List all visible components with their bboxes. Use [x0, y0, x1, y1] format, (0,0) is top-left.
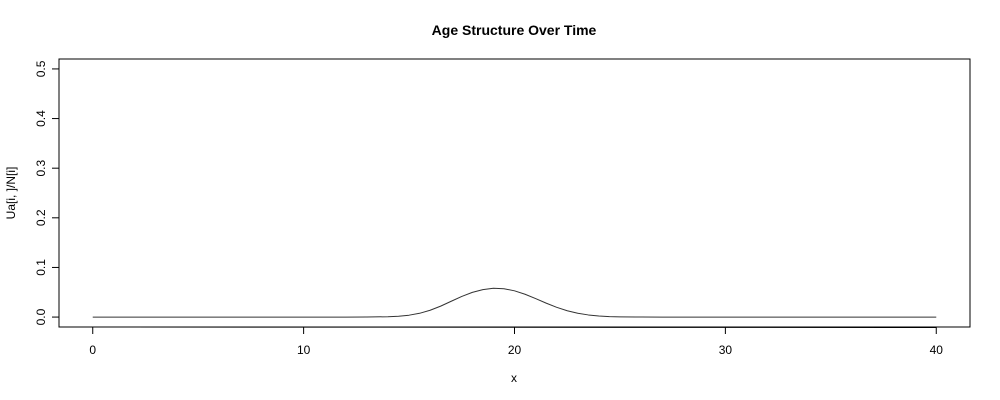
- x-tick-label: 0: [89, 343, 96, 357]
- y-tick-label: 0.5: [34, 60, 48, 77]
- x-tick-label: 10: [297, 343, 311, 357]
- y-tick-label: 0.4: [34, 110, 48, 127]
- y-axis-label: Ua[i, ]/N[i]: [4, 167, 18, 220]
- x-tick-label: 30: [719, 343, 733, 357]
- y-tick-label: 0.1: [34, 259, 48, 276]
- x-axis: 0 10 20 30 40: [89, 326, 944, 357]
- series-line-0: [92, 287, 937, 318]
- x-tick-label: 40: [930, 343, 944, 357]
- plot-frame: [58, 58, 971, 328]
- y-tick-label: 0.2: [34, 209, 48, 226]
- chart-title: Age Structure Over Time: [432, 22, 597, 38]
- x-tick-label: 20: [508, 343, 522, 357]
- y-axis: 0.0 0.1 0.2 0.3 0.4 0.5: [34, 60, 60, 325]
- y-tick-label: 0.3: [34, 160, 48, 177]
- y-tick-label: 0.0: [34, 308, 48, 325]
- series-layer: [92, 287, 937, 318]
- x-axis-label: x: [511, 371, 517, 385]
